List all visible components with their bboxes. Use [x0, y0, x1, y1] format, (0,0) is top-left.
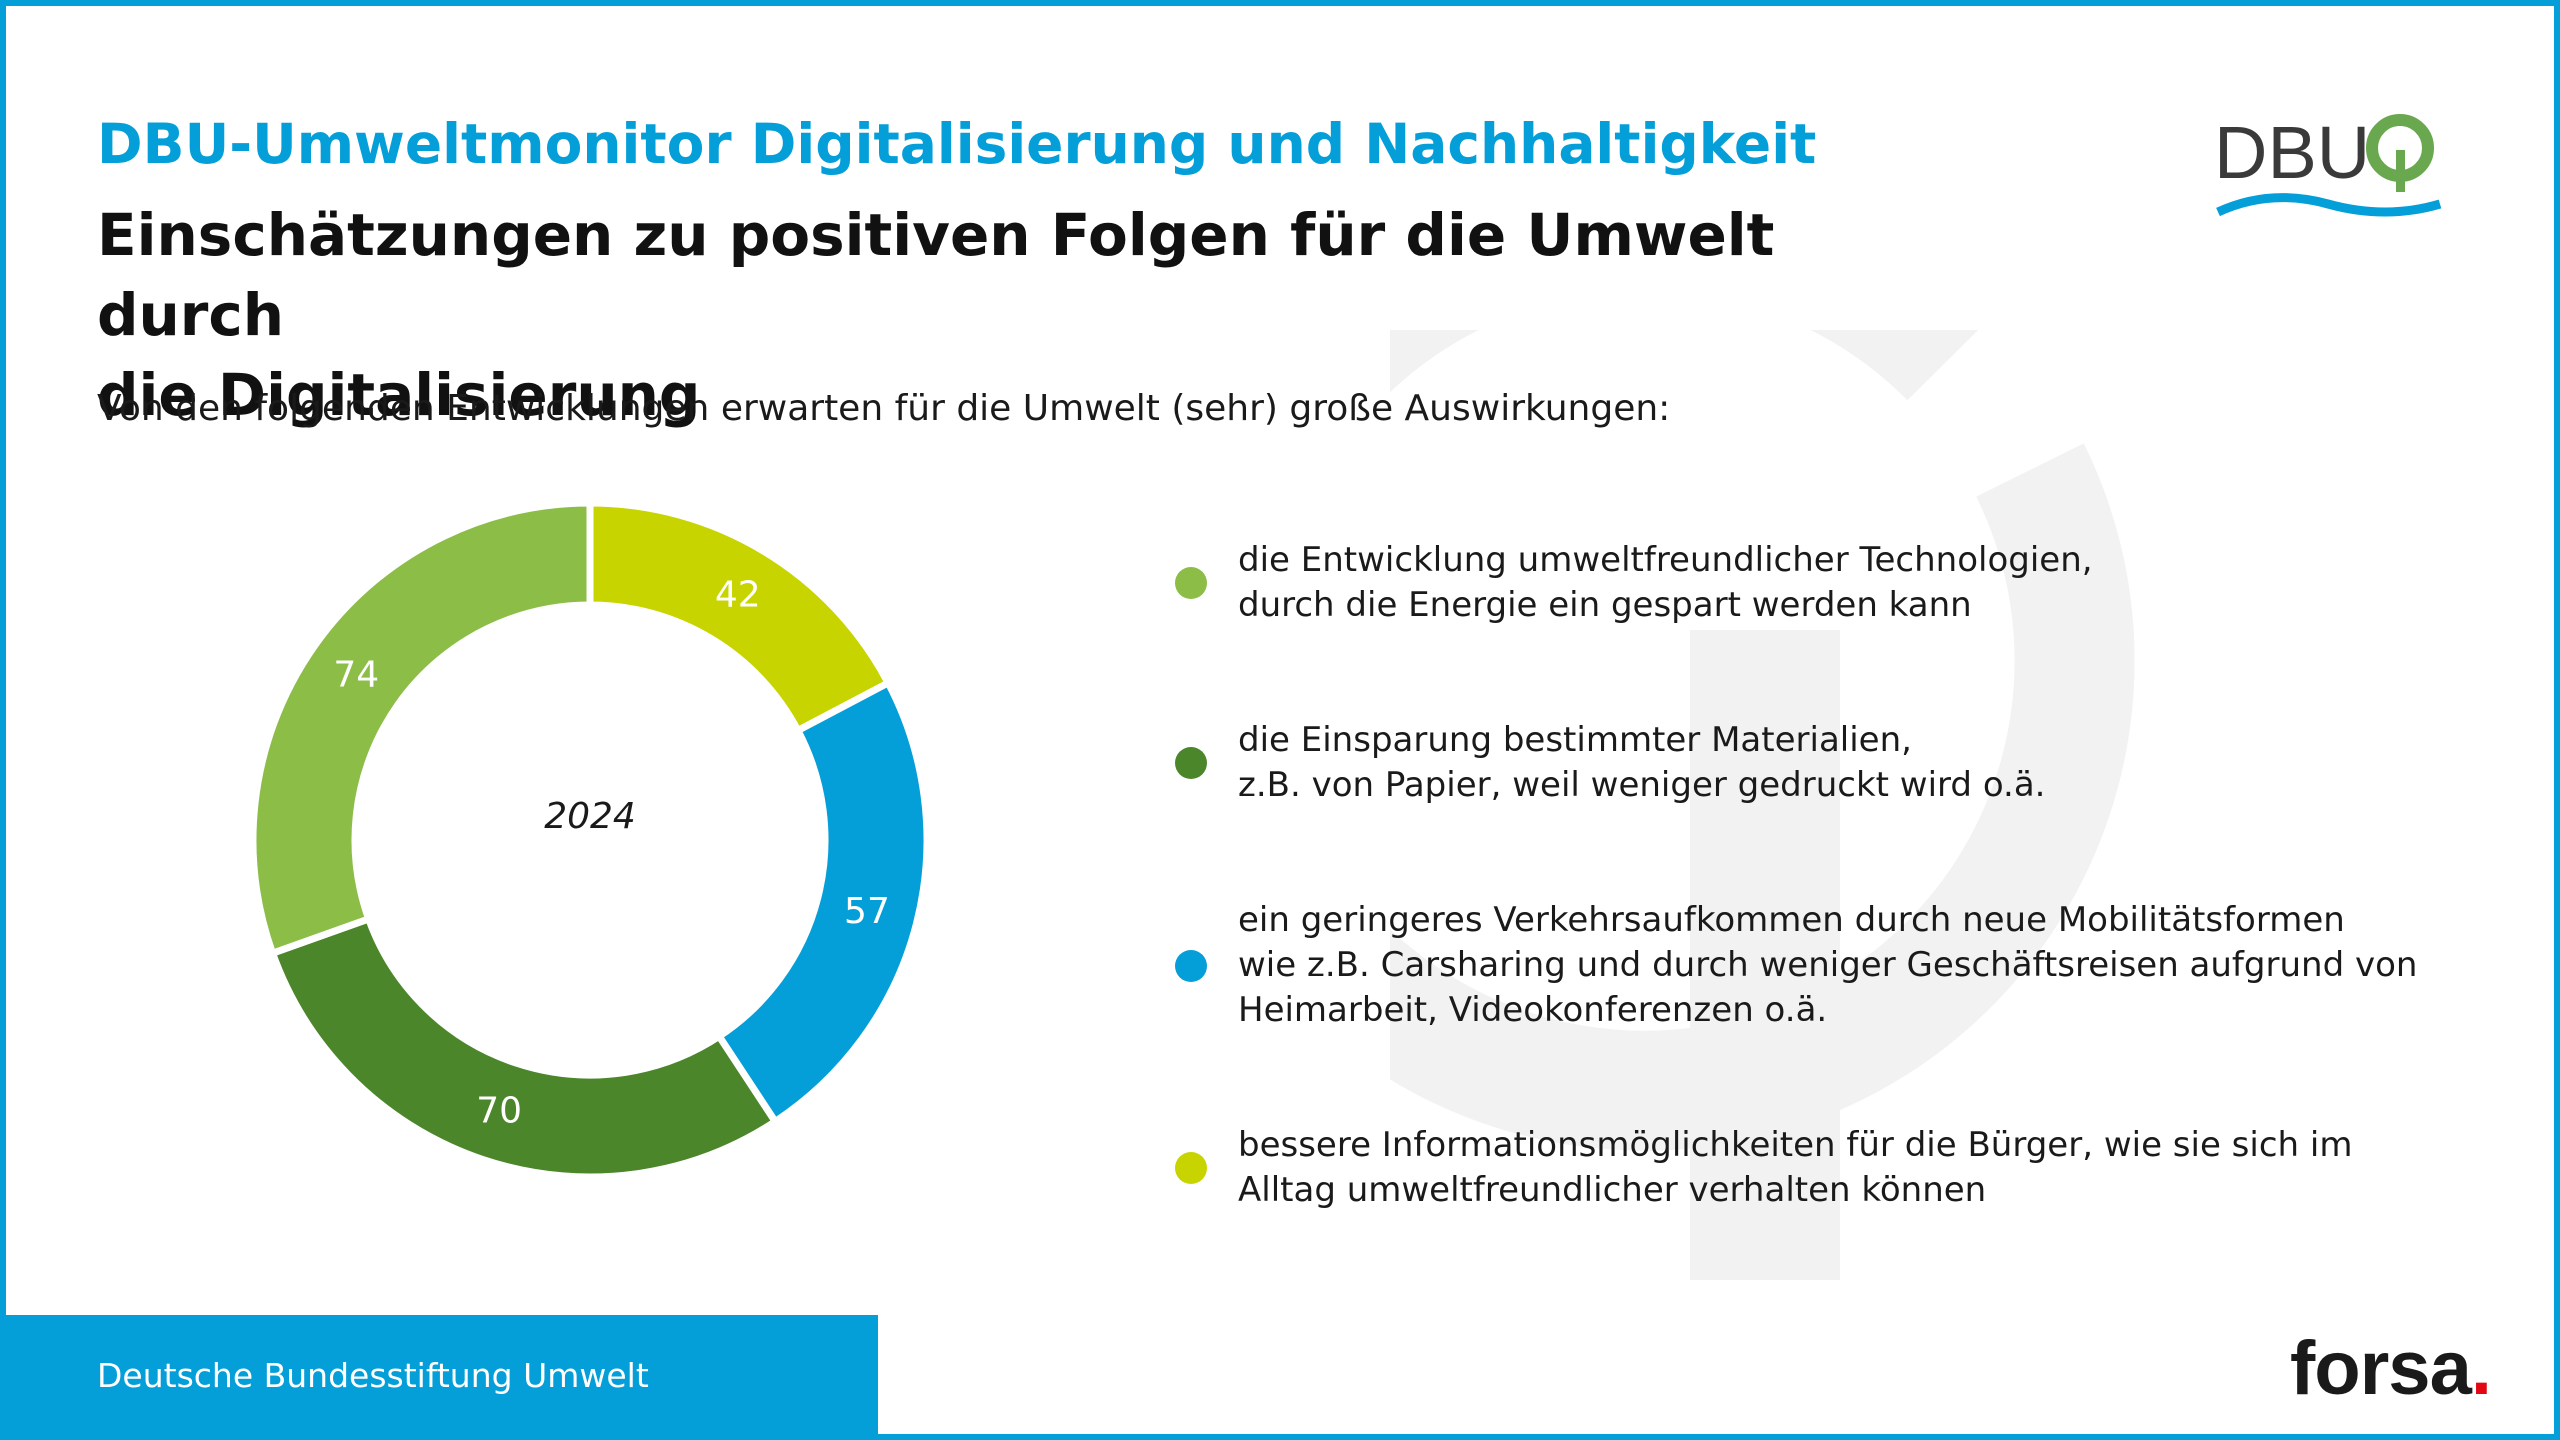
legend-item: die Entwicklung umweltfreundlicher Techn…: [1175, 538, 2495, 628]
dbu-logo: DBU: [2214, 111, 2442, 217]
legend-item: ein geringeres Verkehrsaufkommen durch n…: [1175, 898, 2495, 1033]
legend-label: die Entwicklung umweltfreundlicher Techn…: [1238, 540, 2093, 625]
title-line-2: die Digitalisierung: [97, 361, 701, 429]
donut-value-label-0: 42: [715, 575, 761, 616]
legend-swatch-icon: [1175, 1152, 1207, 1184]
page-title: Einschätzungen zu positiven Folgen für d…: [97, 195, 1857, 435]
dbu-watermark-icon: [1390, 330, 2135, 1280]
donut-slice-1: [714, 678, 931, 1127]
donut-slice-2: [268, 914, 781, 1181]
legend-swatch-icon: [1175, 567, 1207, 599]
donut-value-label-1: 57: [844, 891, 890, 932]
donut-value-label-2: 70: [476, 1091, 522, 1132]
footer-organization: Deutsche Bundesstiftung Umwelt: [97, 1356, 649, 1395]
donut-value-label-3: 74: [333, 655, 379, 696]
chart-center-label: 2024: [544, 796, 636, 837]
donut-chart: 42 57 70 74: [249, 499, 931, 1181]
donut-slice-0: [586, 499, 893, 736]
legend-label: die Einsparung bestimmter Materialien, z…: [1238, 720, 2046, 805]
legend-swatch-icon: [1175, 949, 1207, 982]
forsa-logo-dot: .: [2470, 1326, 2492, 1411]
title-line-1: Einschätzungen zu positiven Folgen für d…: [97, 201, 1775, 349]
legend-label: bessere Informationsmöglichkeiten für di…: [1238, 1125, 2353, 1210]
legend-swatch-icon: [1175, 747, 1207, 779]
tree-icon: [2366, 114, 2434, 192]
supertitle: DBU-Umweltmonitor Digitalisierung und Na…: [97, 112, 1817, 176]
chart-question: Von den folgenden Entwicklungen erwarten…: [97, 388, 1671, 429]
wave-icon: [2216, 193, 2442, 217]
footer-bar: [0, 1315, 878, 1440]
legend-item: die Einsparung bestimmter Materialien, z…: [1175, 718, 2495, 808]
chart-legend: die Entwicklung umweltfreundlicher Techn…: [1175, 538, 2495, 1213]
forsa-logo-text: forsa: [2290, 1326, 2472, 1411]
dbu-logo-text: DBU: [2214, 111, 2370, 194]
donut-slice-3: [249, 499, 594, 958]
legend-item: bessere Informationsmöglichkeiten für di…: [1175, 1123, 2495, 1213]
legend-label: ein geringeres Verkehrsaufkommen durch n…: [1238, 900, 2418, 1030]
forsa-logo: forsa.: [2290, 1325, 2492, 1412]
